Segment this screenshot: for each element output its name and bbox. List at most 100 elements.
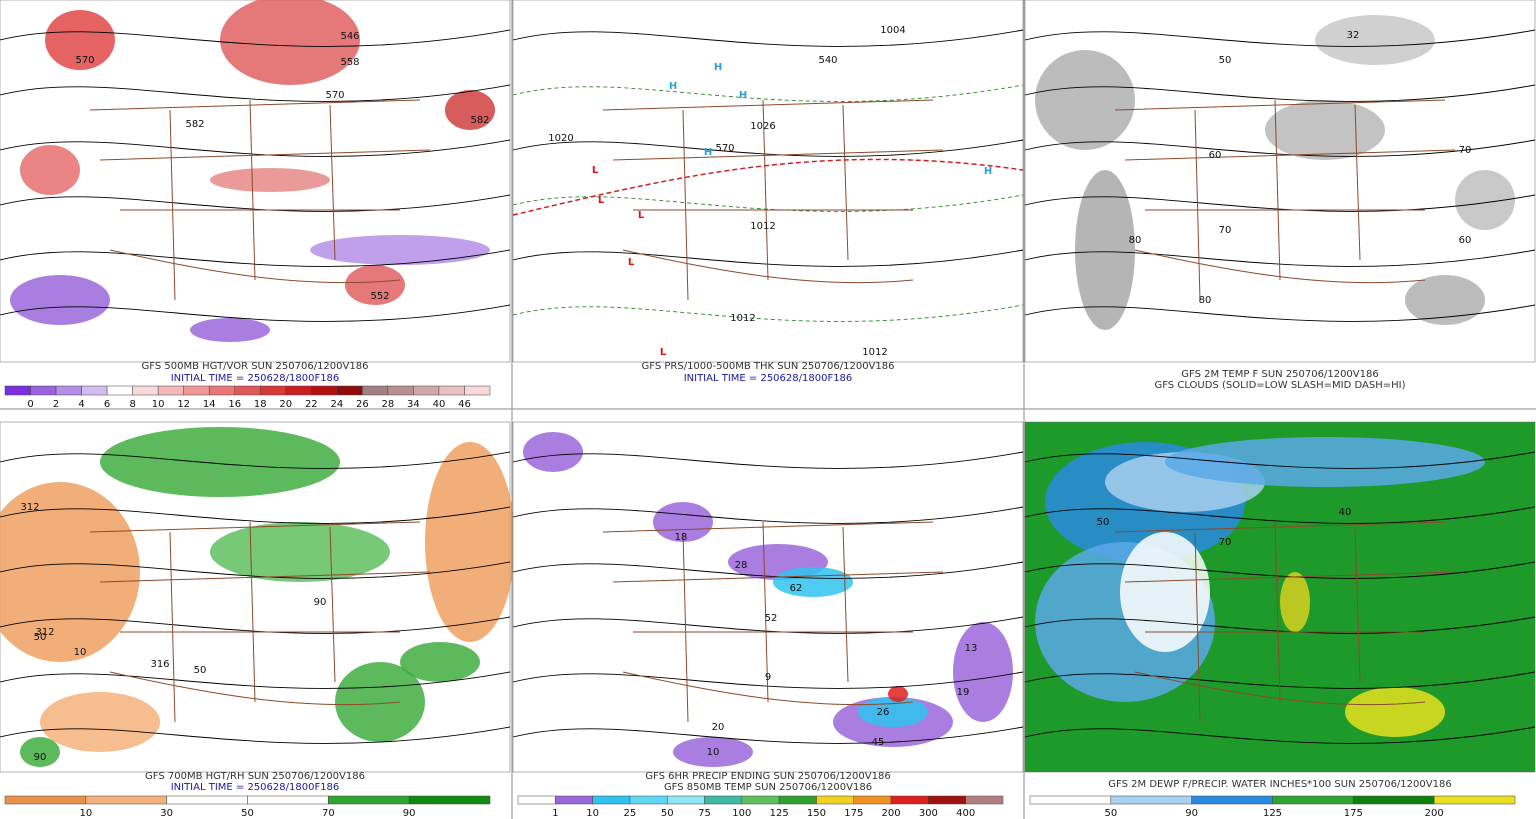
contour <box>1024 671 1536 689</box>
map-label: 40 <box>1339 507 1352 518</box>
shaded-region <box>1455 170 1515 230</box>
colorbar-swatch <box>629 795 668 805</box>
map-label: 1012 <box>862 347 887 358</box>
colorbar-label: 2 <box>53 399 59 410</box>
shaded-region <box>1345 687 1445 737</box>
colorbar-swatch <box>928 795 966 805</box>
colorbar-swatch <box>555 795 593 805</box>
panel: 18 28 52 62 26 45 10 13 19 9 20 GFS 6HR PRECIP ENDI… <box>512 421 1024 819</box>
colorbar-swatch <box>234 385 261 396</box>
shaded-region <box>210 168 330 192</box>
border-lines <box>602 99 944 301</box>
colorbar-label: 8 <box>129 399 135 410</box>
map-label: 90 <box>34 752 47 763</box>
caption: GFS CLOUDS (SOLID=LOW SLASH=MID DASH=HI) <box>1154 380 1405 391</box>
caption: INITIAL TIME = 250628/1800F186 <box>171 782 340 793</box>
map-label: L <box>660 347 667 358</box>
colorbar-swatch <box>778 795 817 805</box>
map-label: 540 <box>818 55 837 66</box>
contour <box>1024 84 1536 102</box>
map-label: 1012 <box>730 313 755 324</box>
colorbar-swatch <box>81 385 108 396</box>
colorbar-label: 300 <box>919 808 938 819</box>
contour <box>0 84 511 102</box>
colorbar-swatch <box>517 795 556 805</box>
border-lines <box>89 99 431 301</box>
shaded-region <box>100 427 340 497</box>
colorbar-swatch <box>328 795 410 805</box>
colorbar-swatch <box>362 385 389 396</box>
map-area <box>512 0 1024 363</box>
contour <box>1024 561 1536 579</box>
map-label: 45 <box>872 737 885 748</box>
shaded-region <box>425 442 515 642</box>
colorbar-label: 40 <box>433 399 446 410</box>
shaded-region <box>773 567 853 597</box>
colorbar-swatch <box>741 795 780 805</box>
colorbar-label: 50 <box>661 808 674 819</box>
map-label: 70 <box>1459 145 1472 156</box>
colorbar-label: 30 <box>160 808 173 819</box>
contour <box>0 671 511 689</box>
contour <box>512 84 1024 102</box>
contour <box>512 304 1024 322</box>
map-label: 9 <box>765 672 771 683</box>
colorbar-label: 22 <box>305 399 318 410</box>
colorbar-label: 50 <box>1104 808 1117 819</box>
contour <box>0 451 511 469</box>
colorbar-label: 28 <box>382 399 395 410</box>
caption: GFS 850MB TEMP SUN 250706/1200V186 <box>664 782 872 793</box>
shaded-region <box>45 10 115 70</box>
shaded-region <box>1035 50 1135 150</box>
shaded-region <box>210 522 390 582</box>
shaded-region <box>673 737 753 767</box>
contour <box>1024 616 1536 634</box>
colorbar-label: 150 <box>807 808 826 819</box>
colorbar-swatch <box>4 795 87 805</box>
contour <box>512 726 1024 744</box>
contour <box>1024 506 1536 524</box>
shaded-region <box>0 482 140 662</box>
colorbar-label: 18 <box>254 399 267 410</box>
map-label: 70 <box>1219 225 1232 236</box>
colorbar-swatch <box>55 385 82 396</box>
colorbar-swatch <box>247 795 329 805</box>
colorbar-swatch <box>704 795 743 805</box>
colorbar-label: 90 <box>1185 808 1198 819</box>
colorbar-label: 125 <box>770 808 789 819</box>
contour <box>0 726 511 744</box>
map-label: 26 <box>877 707 890 718</box>
colorbar-swatch <box>1272 795 1354 805</box>
colorbar-swatch <box>438 385 465 396</box>
contour <box>1024 304 1536 322</box>
map-label: H <box>704 147 712 158</box>
colorbar-swatch <box>260 385 287 396</box>
map-label: 50 <box>194 665 207 676</box>
map-label: 582 <box>470 115 489 126</box>
colorbar-label: 10 <box>586 808 599 819</box>
map-label: 570 <box>75 55 94 66</box>
map-label: 570 <box>325 90 344 101</box>
map-label: 10 <box>74 647 87 658</box>
contour <box>0 304 511 322</box>
colorbar-label: 200 <box>1425 808 1444 819</box>
map-label: 316 <box>150 659 169 670</box>
map-label: 1012 <box>750 221 775 232</box>
map-label: 18 <box>675 532 688 543</box>
colorbar-swatch <box>106 385 133 396</box>
colorbar-swatch <box>1029 795 1112 805</box>
colorbar-label: 10 <box>79 808 92 819</box>
map-label: 50 <box>1097 517 1110 528</box>
contour <box>512 506 1024 524</box>
shaded-region <box>1120 532 1210 652</box>
shaded-region <box>1265 100 1385 160</box>
colorbar-swatch <box>208 385 235 396</box>
contour <box>0 194 511 212</box>
contour <box>512 451 1024 469</box>
contour <box>512 671 1024 689</box>
map-label: 32 <box>1347 30 1360 41</box>
map-label: 60 <box>1459 235 1472 246</box>
shaded-region <box>220 0 360 85</box>
colorbar-label: 46 <box>458 399 471 410</box>
colorbar-swatch <box>387 385 414 396</box>
